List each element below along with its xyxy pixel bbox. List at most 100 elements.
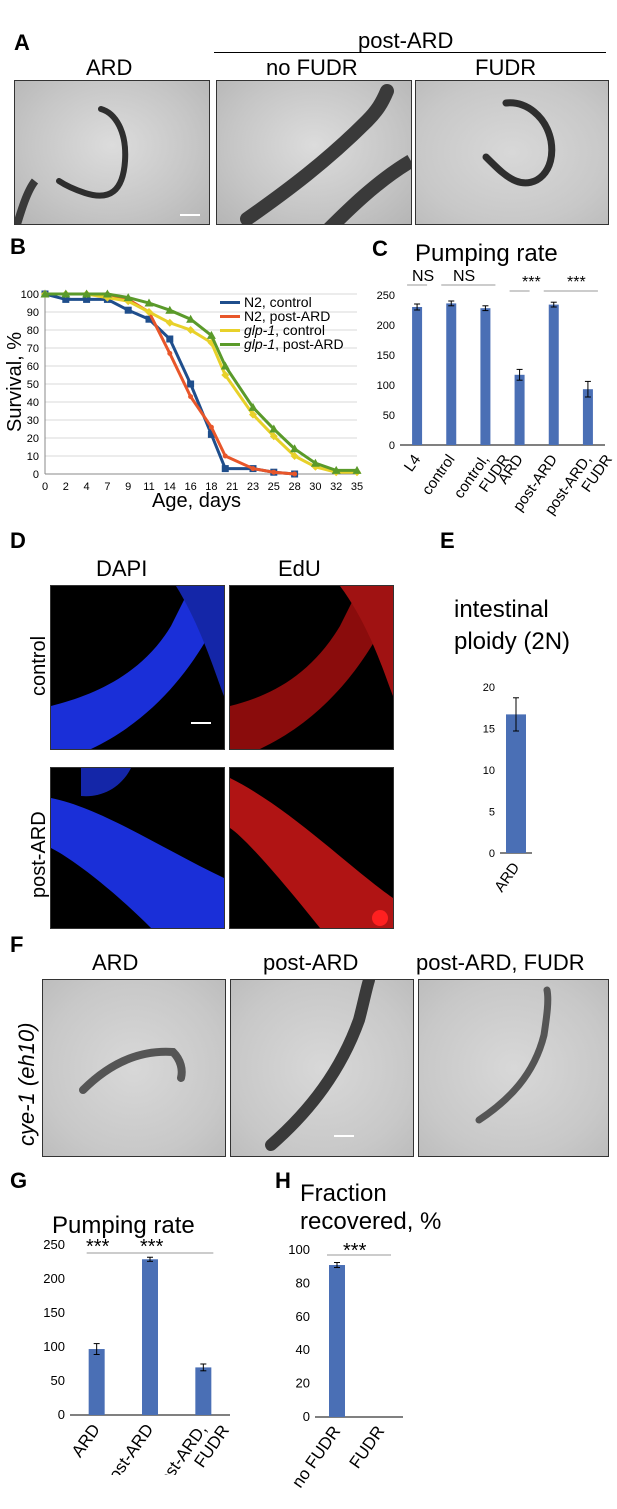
panel-e-chart: 0 5 10 15 20 ARD bbox=[483, 682, 532, 895]
data-point bbox=[292, 471, 298, 477]
y-tick-label: 100 bbox=[21, 289, 39, 301]
series-line bbox=[45, 292, 357, 472]
legend-swatch bbox=[220, 342, 240, 346]
data-point bbox=[221, 465, 229, 473]
bar bbox=[412, 307, 423, 445]
x-tick-label: 14 bbox=[164, 481, 176, 493]
bar bbox=[329, 1265, 345, 1417]
y-tick-label: 15 bbox=[483, 724, 495, 736]
data-point bbox=[144, 298, 154, 307]
category-label: FUDR bbox=[346, 1422, 389, 1472]
panel-b-legend: N2, control N2, post-ARD glp-1, control … bbox=[220, 295, 344, 351]
panel-c-letter: C bbox=[372, 236, 388, 261]
data-point bbox=[82, 289, 92, 298]
x-tick-label: 21 bbox=[226, 481, 238, 493]
panel-a-letter: A bbox=[14, 30, 30, 55]
data-point bbox=[186, 314, 196, 323]
category-label: no FUDR bbox=[288, 1422, 344, 1491]
data-point bbox=[269, 432, 278, 441]
y-tick-label: 0 bbox=[489, 848, 495, 860]
x-tick-label: 35 bbox=[351, 481, 363, 493]
data-point bbox=[62, 295, 70, 303]
y-tick-label: 20 bbox=[296, 1376, 310, 1391]
y-tick-label: 150 bbox=[377, 350, 395, 362]
panel-a-label-fudr: FUDR bbox=[475, 55, 537, 80]
x-tick-label: 11 bbox=[143, 481, 154, 493]
y-tick-label: 50 bbox=[383, 410, 395, 422]
panel-e-title-2: ploidy (2N) bbox=[454, 628, 571, 655]
y-tick-label: 10 bbox=[483, 765, 495, 777]
y-tick-label: 200 bbox=[377, 320, 395, 332]
y-tick-label: 0 bbox=[303, 1409, 310, 1424]
category-label: post-ARD,FUDR bbox=[542, 442, 617, 520]
category-label: L4 bbox=[401, 452, 424, 475]
panel-d-letter: D bbox=[10, 528, 26, 553]
panel-a-image-ard bbox=[14, 80, 210, 225]
y-tick-label: 60 bbox=[27, 361, 39, 373]
panel-h-letter: H bbox=[275, 1168, 291, 1193]
data-point bbox=[186, 326, 195, 334]
y-tick-label: 250 bbox=[43, 1237, 65, 1252]
panel-b-chart: 0 10 20 30 40 50 60 70 80 90 100 0 2 4 7 9 11 14 16 18 21 23 2… bbox=[21, 289, 363, 493]
data-point bbox=[311, 462, 320, 471]
bar bbox=[514, 374, 525, 445]
y-tick-label: 100 bbox=[288, 1242, 310, 1257]
legend-suffix: , control bbox=[275, 322, 325, 338]
data-point bbox=[352, 465, 362, 474]
category-label: post-ARD,FUDR bbox=[150, 1411, 233, 1475]
bar bbox=[506, 714, 526, 853]
data-point bbox=[331, 465, 341, 474]
data-point bbox=[145, 315, 153, 323]
panel-c-sig-0: NS bbox=[412, 268, 435, 285]
panel-d-row-control: control bbox=[28, 635, 50, 696]
legend-prefix: glp-1 bbox=[244, 322, 276, 338]
y-tick-label: 90 bbox=[27, 307, 39, 319]
panel-a-image-fudr bbox=[415, 80, 609, 225]
data-point bbox=[248, 402, 258, 411]
data-point bbox=[250, 466, 256, 472]
panel-g-title: Pumping rate bbox=[52, 1212, 195, 1239]
x-tick-label: 28 bbox=[288, 481, 300, 493]
panel-d-row-post-ard: post-ARD bbox=[28, 811, 50, 898]
series-line bbox=[45, 292, 357, 474]
legend-item-2: glp-1, control bbox=[220, 323, 344, 337]
panel-h-title-2: recovered, % bbox=[300, 1208, 442, 1235]
x-tick-label: 16 bbox=[184, 481, 196, 493]
panel-c-chart: 050100150200250L4controlcontrol,FUDRARDp… bbox=[377, 284, 617, 520]
bar bbox=[582, 389, 593, 445]
bar bbox=[480, 308, 491, 445]
data-point bbox=[222, 453, 228, 459]
data-point bbox=[249, 410, 257, 419]
y-tick-label: 40 bbox=[27, 397, 39, 409]
y-tick-label: 200 bbox=[43, 1271, 65, 1286]
panel-f-image-ard bbox=[42, 979, 226, 1157]
panel-h-chart: 0 20 40 60 80 100 no FUDR FUDR bbox=[288, 1242, 403, 1491]
y-tick-label: 0 bbox=[389, 440, 395, 452]
y-tick-label: 100 bbox=[377, 380, 395, 392]
panel-d-edu-post-ard bbox=[229, 767, 394, 929]
data-point bbox=[188, 394, 194, 400]
y-tick-label: 250 bbox=[377, 290, 395, 302]
data-point bbox=[290, 444, 300, 453]
bar bbox=[548, 304, 559, 445]
y-tick-label: 5 bbox=[489, 807, 495, 819]
data-point bbox=[166, 335, 174, 343]
y-tick-label: 20 bbox=[483, 682, 495, 694]
panel-h-title-1: Fraction bbox=[300, 1180, 387, 1207]
y-tick-label: 40 bbox=[296, 1342, 310, 1357]
data-point bbox=[102, 289, 112, 298]
panel-c-sig-3: *** bbox=[567, 274, 586, 291]
data-point bbox=[269, 424, 279, 433]
panel-a-label-ard: ARD bbox=[86, 55, 133, 80]
panel-b-letter: B bbox=[10, 234, 26, 259]
category-label: post-ARD bbox=[99, 1420, 157, 1475]
legend-prefix: N2 bbox=[244, 308, 262, 324]
y-tick-label: 20 bbox=[27, 433, 39, 445]
data-point bbox=[290, 452, 299, 460]
category-label: ARD bbox=[68, 1420, 104, 1460]
panel-e-letter: E bbox=[440, 528, 455, 553]
x-tick-label: 18 bbox=[205, 481, 217, 493]
data-point bbox=[208, 424, 214, 430]
panel-h-sig: *** bbox=[343, 1240, 367, 1262]
category-label: ARD bbox=[491, 859, 523, 895]
